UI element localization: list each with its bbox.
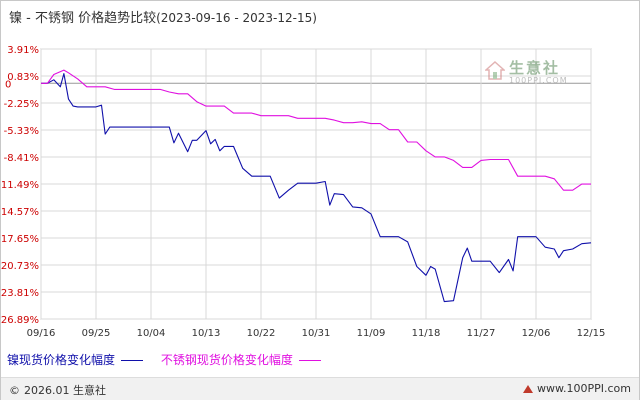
logo-brand-text: 生意社 <box>509 59 561 77</box>
x-tick-label: 11/18 <box>412 328 441 339</box>
site-logo-icon <box>523 385 534 393</box>
footer-copyright: © 2026.01 生意社 <box>9 382 106 398</box>
y-tick-label: -20.73% <box>1 261 39 272</box>
x-tick-label: 09/25 <box>82 328 111 339</box>
footer-site-text: www.100PPI.com <box>537 382 631 395</box>
y-tick-label: -2.25% <box>4 99 39 110</box>
chart-grid <box>40 48 592 320</box>
x-tick-label: 10/22 <box>247 328 276 339</box>
x-tick-label: 09/16 <box>27 328 56 339</box>
chart-legend: 镍现货价格变化幅度 不锈钢现货价格变化幅度 <box>7 351 335 368</box>
line-chart: 3.91% 0.83% -2.25% -5.33% -8.41% -11.49% -14.5… <box>1 45 606 339</box>
house-logo-icon <box>485 61 505 80</box>
y-tick-label: -14.57% <box>1 207 39 218</box>
y-tick-label: -26.89% <box>1 315 39 326</box>
legend-item-nickel: 镍现货价格变化幅度 <box>7 351 144 368</box>
y-tick-label: -8.41% <box>4 153 39 164</box>
x-tick-label: 10/04 <box>137 328 166 339</box>
logo-url-text: 100PPI.COM <box>509 76 568 85</box>
x-tick-label: 10/31 <box>302 328 331 339</box>
chart-title-range: (2023-09-16 - 2023-12-15) <box>156 11 317 25</box>
y-tick-label: -5.33% <box>4 126 39 137</box>
watermark-logo: 生意社 100PPI.COM <box>483 57 583 91</box>
series-line-stainless <box>41 69 591 191</box>
zero-label: 0 <box>5 79 11 90</box>
y-tick-label: -23.81% <box>1 288 39 299</box>
x-tick-label: 12/06 <box>522 328 551 339</box>
chart-series <box>41 69 592 303</box>
legend-label-stainless: 不锈钢现货价格变化幅度 <box>160 353 293 367</box>
footer-site-link[interactable]: www.100PPI.com <box>523 382 631 395</box>
x-tick-label: 10/13 <box>192 328 221 339</box>
legend-label-nickel: 镍现货价格变化幅度 <box>7 353 116 367</box>
x-axis-labels: 09/16 09/25 10/04 10/13 10/22 10/31 11/09 11/18… <box>27 328 606 339</box>
y-axis-labels: 3.91% 0.83% -2.25% -5.33% -8.41% -11.49% -14.5… <box>1 45 39 326</box>
footer-bar: © 2026.01 生意社 www.100PPI.com <box>1 377 639 400</box>
y-tick-label: 3.91% <box>7 45 39 56</box>
y-tick-label: 0.83% <box>7 72 39 83</box>
y-tick-label: -11.49% <box>1 180 39 191</box>
chart-title-main: 镍 - 不锈钢 价格趋势比较 <box>9 11 157 26</box>
footer-copyright-text: 2026.01 生意社 <box>24 384 106 397</box>
x-tick-label: 11/27 <box>467 328 496 339</box>
copyright-icon: © <box>9 384 20 397</box>
chart-title: 镍 - 不锈钢 价格趋势比较(2023-09-16 - 2023-12-15) <box>9 7 317 26</box>
legend-item-stainless: 不锈钢现货价格变化幅度 <box>161 351 321 368</box>
legend-swatch-nickel <box>121 360 144 361</box>
series-line-nickel <box>41 73 592 303</box>
x-tick-label: 12/15 <box>577 328 606 339</box>
x-tick-label: 11/09 <box>357 328 386 339</box>
y-tick-label: -17.65% <box>1 234 39 245</box>
legend-swatch-stainless <box>298 360 321 361</box>
